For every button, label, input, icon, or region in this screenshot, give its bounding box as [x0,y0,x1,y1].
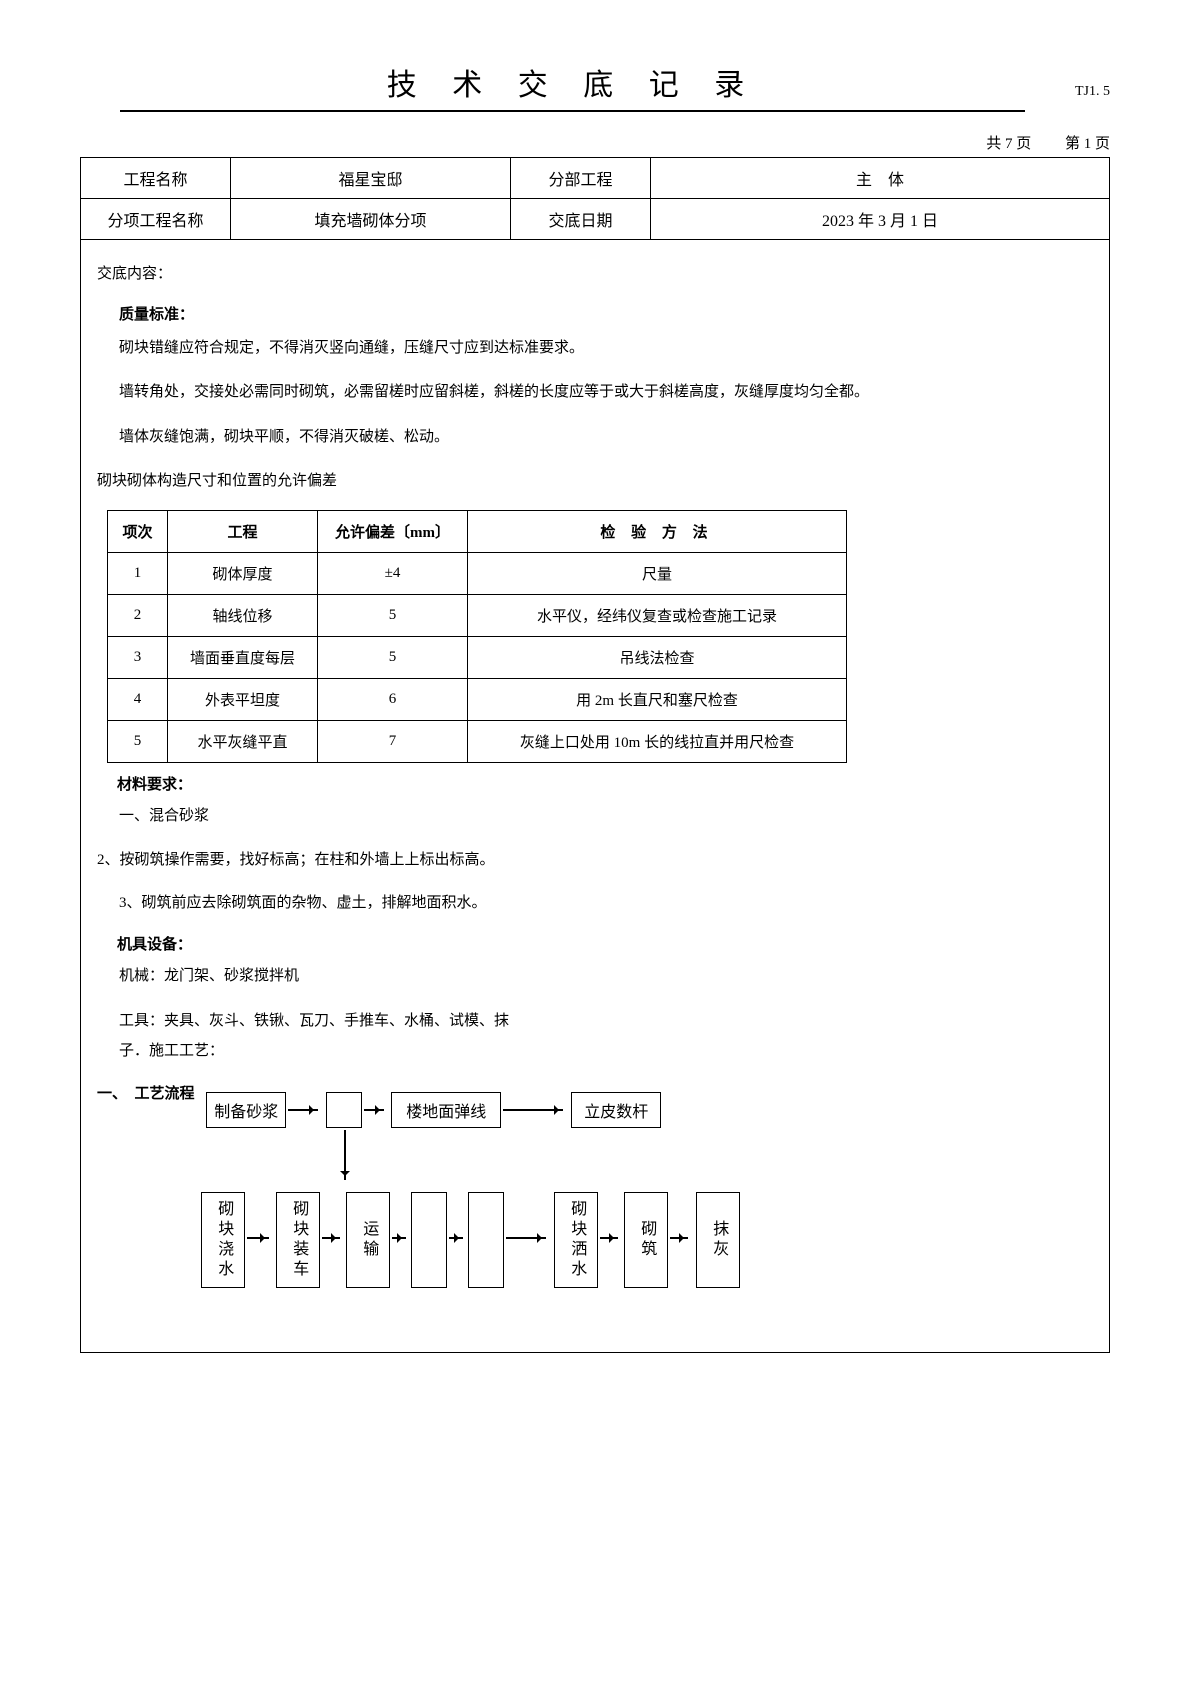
arrow-icon [288,1109,318,1111]
date-value: 2023 年 3 月 1 日 [651,199,1110,240]
equip-p3: 子．施工工艺： [119,1037,1093,1066]
dev-dev: 5 [318,594,468,636]
dev-eng: 外表平坦度 [168,678,318,720]
project-value: 福星宝邸 [231,158,511,199]
flow-empty [411,1192,447,1288]
page-info: 共 7 页 第 1 页 [80,132,1110,153]
doc-code: TJ1. 5 [1075,84,1110,100]
equip-p1: 机械：龙门架、砂浆搅拌机 [119,962,1093,991]
dev-idx: 5 [108,720,168,762]
flow-row: 一、 工艺流程 制备砂浆 楼地面弹线 立皮数杆 砌块浇水 砌块装车 运输 砌块洒… [97,1082,1093,1312]
flow-empty [326,1092,362,1128]
date-label: 交底日期 [511,199,651,240]
material-p2: 2、按砌筑操作需要，找好标高；在柱和外墙上上标出标高。 [97,846,1093,875]
material-head: 材料要求： [117,773,1093,794]
flowchart: 制备砂浆 楼地面弹线 立皮数杆 砌块浇水 砌块装车 运输 砌块洒水 砌筑 抹灰 [206,1092,826,1312]
dev-method: 尺量 [468,552,847,594]
arrow-icon [449,1237,463,1239]
arrow-icon [506,1237,546,1239]
dev-title: 砌块砌体构造尺寸和位置的允许偏差 [97,467,1093,496]
material-p1: 一、混合砂浆 [119,802,1093,831]
page-title: 技 术 交 底 记 录 [120,60,1025,112]
dev-idx: 4 [108,678,168,720]
dev-h-eng: 工程 [168,510,318,552]
dev-idx: 2 [108,594,168,636]
quality-p2: 墙转角处，交接处必需同时砌筑，必需留槎时应留斜槎，斜槎的长度应等于或大于斜槎高度… [119,378,1093,407]
arrow-icon [344,1130,346,1180]
dev-method: 灰缝上口处用 10m 长的线拉直并用尺检查 [468,720,847,762]
division-label: 分部工程 [511,158,651,199]
flow-box: 砌筑 [624,1192,668,1288]
dev-dev: 6 [318,678,468,720]
equip-head: 机具设备： [117,933,1093,954]
flow-empty [468,1192,504,1288]
flow-box: 砌块洒水 [554,1192,598,1288]
dev-method: 用 2m 长直尺和塞尺检查 [468,678,847,720]
flow-box: 楼地面弹线 [391,1092,501,1128]
arrow-icon [503,1109,563,1111]
dev-dev: ±4 [318,552,468,594]
page-current: 第 1 页 [1065,136,1110,152]
flow-box: 立皮数杆 [571,1092,661,1128]
page-total: 共 7 页 [986,136,1031,152]
material-p3: 3、砌筑前应去除砌筑面的杂物、虚土，排解地面积水。 [119,889,1093,918]
flow-box: 砌块浇水 [201,1192,245,1288]
content-body: 交底内容： 质量标准： 砌块错缝应符合规定，不得消灭竖向通缝，压缝尺寸应到达标准… [80,240,1110,1353]
content-top-label: 交底内容： [97,260,1093,289]
arrow-icon [364,1109,384,1111]
arrow-icon [670,1237,688,1239]
flow-title: 一、 工艺流程 [97,1082,195,1103]
flow-box: 运输 [346,1192,390,1288]
dev-eng: 墙面垂直度每层 [168,636,318,678]
dev-h-dev: 允许偏差〔mm〕 [318,510,468,552]
division-value: 主 体 [651,158,1110,199]
dev-eng: 水平灰缝平直 [168,720,318,762]
dev-dev: 5 [318,636,468,678]
deviation-table: 项次 工程 允许偏差〔mm〕 检 验 方 法 1 砌体厚度 ±4 尺量 2 轴线… [107,510,847,763]
flow-box: 制备砂浆 [206,1092,286,1128]
equip-p2: 工具：夹具、灰斗、铁锹、瓦刀、手推车、水桶、试模、抹 [119,1007,1093,1036]
dev-dev: 7 [318,720,468,762]
dev-idx: 1 [108,552,168,594]
arrow-icon [600,1237,618,1239]
dev-eng: 轴线位移 [168,594,318,636]
flow-box: 抹灰 [696,1192,740,1288]
dev-idx: 3 [108,636,168,678]
dev-h-idx: 项次 [108,510,168,552]
sub-label: 分项工程名称 [81,199,231,240]
arrow-icon [392,1237,406,1239]
dev-method: 水平仪，经纬仪复查或检查施工记录 [468,594,847,636]
project-label: 工程名称 [81,158,231,199]
dev-h-method: 检 验 方 法 [468,510,847,552]
sub-value: 填充墙砌体分项 [231,199,511,240]
quality-p3: 墙体灰缝饱满，砌块平顺，不得消灭破槎、松动。 [119,423,1093,452]
quality-p1: 砌块错缝应符合规定，不得消灭竖向通缝，压缝尺寸应到达标准要求。 [119,334,1093,363]
quality-head: 质量标准： [119,303,1093,324]
meta-table: 工程名称 福星宝邸 分部工程 主 体 分项工程名称 填充墙砌体分项 交底日期 2… [80,157,1110,240]
title-row: 技 术 交 底 记 录 TJ1. 5 [80,60,1110,112]
flow-box: 砌块装车 [276,1192,320,1288]
dev-method: 吊线法检查 [468,636,847,678]
dev-eng: 砌体厚度 [168,552,318,594]
arrow-icon [247,1237,269,1239]
arrow-icon [322,1237,340,1239]
